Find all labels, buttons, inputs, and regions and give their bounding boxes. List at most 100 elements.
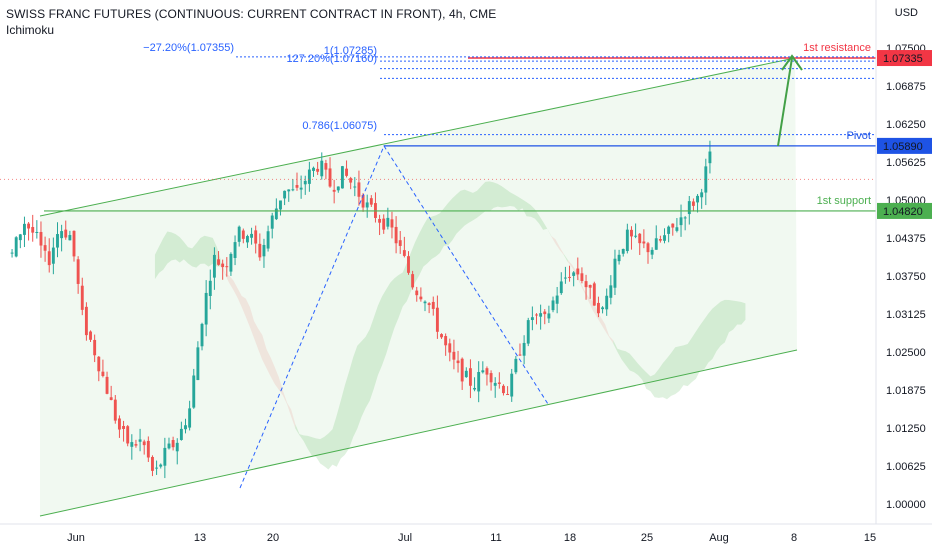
price-tick-label: 1.00625 xyxy=(886,461,926,473)
cloud-segment xyxy=(551,235,564,255)
candle-body xyxy=(435,307,439,332)
candle-body xyxy=(80,285,84,310)
candle-body xyxy=(390,219,394,228)
candle-body xyxy=(427,303,431,306)
candle-body xyxy=(361,194,365,208)
candle-body xyxy=(138,439,142,442)
candle-body xyxy=(167,443,171,449)
candle-body xyxy=(47,251,51,266)
pivot-label: Pivot xyxy=(847,130,871,142)
candle-body xyxy=(303,180,307,185)
candle-body xyxy=(609,285,613,298)
candle-body xyxy=(411,274,415,288)
candle-body xyxy=(592,283,596,306)
candle-body xyxy=(188,408,192,428)
candle-body xyxy=(650,249,654,255)
candle-body xyxy=(452,351,456,360)
candle-body xyxy=(196,347,200,381)
price-tick-label: 1.02500 xyxy=(886,347,926,359)
candle-body xyxy=(225,266,229,268)
candle-body xyxy=(266,231,270,249)
candle-body xyxy=(551,300,555,311)
pivot-price-tag: 1.05890 xyxy=(883,141,923,153)
candle-body xyxy=(477,371,481,392)
candle-body xyxy=(530,317,534,321)
candle-body xyxy=(10,252,14,254)
indicator-label[interactable]: Ichimoku xyxy=(6,23,55,37)
candle-body xyxy=(27,223,31,229)
ichimoku-cloud xyxy=(154,181,746,470)
candle-body xyxy=(468,368,472,386)
candle-body xyxy=(460,358,464,382)
time-tick-label: 25 xyxy=(641,532,653,544)
candle-body xyxy=(217,259,220,265)
time-tick-label: 18 xyxy=(564,532,576,544)
candle-body xyxy=(43,245,47,251)
candle-body xyxy=(654,238,658,250)
resistance-price-tag-bg xyxy=(877,50,932,67)
candle-body xyxy=(14,237,18,257)
candle-body xyxy=(159,464,163,467)
candle-body xyxy=(518,354,522,356)
candle-body xyxy=(658,239,662,241)
candle-body xyxy=(563,277,567,279)
candlestick-series xyxy=(10,140,712,479)
candle-body xyxy=(307,169,311,184)
candle-body xyxy=(588,285,592,288)
candle-body xyxy=(328,168,332,187)
candle-body xyxy=(580,273,584,282)
candle-body xyxy=(625,229,629,252)
cloud-segment xyxy=(221,260,296,429)
candle-body xyxy=(407,256,410,273)
candle-body xyxy=(382,218,386,230)
candle-body xyxy=(320,160,324,177)
candle-body xyxy=(357,182,361,197)
candle-body xyxy=(415,290,419,296)
support-label: 1st support xyxy=(817,195,871,207)
candle-body xyxy=(93,339,97,356)
candle-body xyxy=(423,301,427,304)
candle-body xyxy=(535,314,538,316)
candle-body xyxy=(291,189,295,191)
candle-body xyxy=(250,233,254,238)
candle-body xyxy=(464,370,468,378)
candle-body xyxy=(39,231,43,246)
candle-body xyxy=(617,254,621,262)
candle-body xyxy=(72,230,76,257)
candle-body xyxy=(184,425,187,430)
price-tick-label: 1.01250 xyxy=(886,423,926,435)
candle-body xyxy=(299,187,303,190)
candle-body xyxy=(237,226,241,242)
candle-body xyxy=(431,301,435,309)
candle-body xyxy=(493,382,497,386)
candle-body xyxy=(687,201,691,215)
candle-body xyxy=(704,166,708,193)
candle-body xyxy=(386,217,390,227)
price-tick-label: 1.01875 xyxy=(886,385,926,397)
candle-body xyxy=(64,229,68,238)
candle-body xyxy=(109,397,113,400)
target-arrow-shaft xyxy=(777,57,793,147)
candle-body xyxy=(332,189,336,192)
candle-body xyxy=(497,382,501,384)
cloud-segment xyxy=(567,259,614,344)
candle-body xyxy=(601,307,605,310)
time-tick-label: 20 xyxy=(267,532,279,544)
candle-body xyxy=(638,233,642,244)
candle-body xyxy=(605,295,609,310)
candle-body xyxy=(60,231,64,239)
candle-body xyxy=(163,447,167,466)
price-tick-label: 1.06875 xyxy=(886,81,926,93)
symbol-title[interactable]: SWISS FRANC FUTURES (CONTINUOUS: CURRENT… xyxy=(6,7,497,21)
candle-body xyxy=(113,399,117,421)
candle-body xyxy=(547,313,551,319)
candle-body xyxy=(369,198,373,205)
candle-body xyxy=(146,440,150,458)
candle-body xyxy=(175,442,179,452)
candle-body xyxy=(179,428,183,440)
candle-body xyxy=(522,342,526,356)
time-axis[interactable]: Jun 13 20 Jul 11 18 25 Aug 8 15 xyxy=(0,523,932,544)
candle-body xyxy=(336,186,340,191)
price-axis[interactable]: 1.075001.068751.062501.056251.050001.043… xyxy=(875,0,932,524)
